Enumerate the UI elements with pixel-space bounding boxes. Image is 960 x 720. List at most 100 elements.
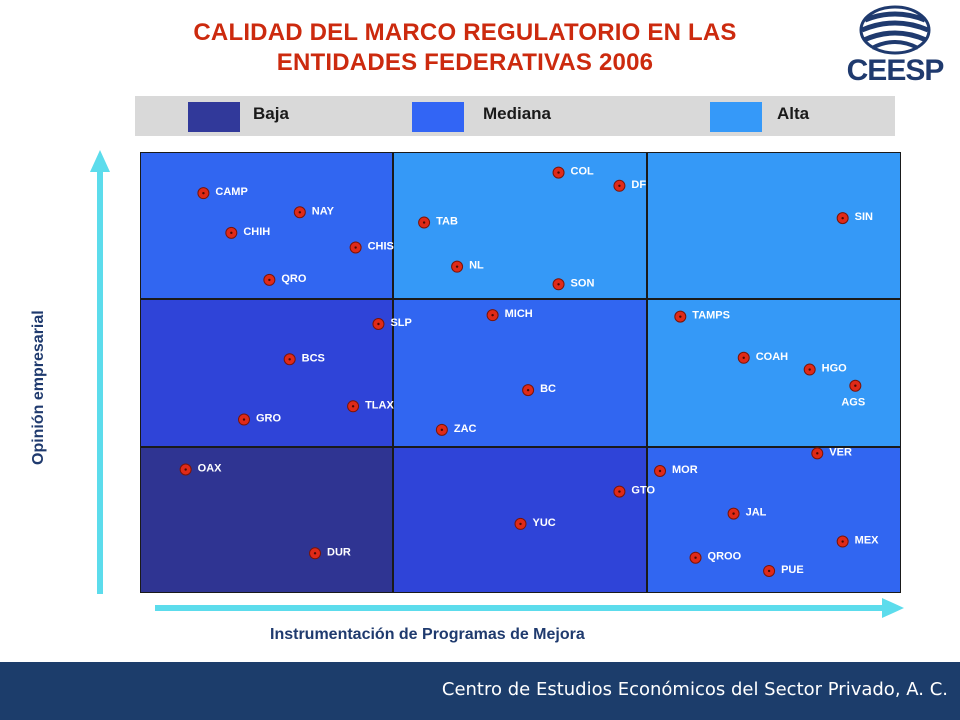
- point-chih: CHIH: [225, 226, 270, 239]
- legend-label-mediana: Mediana: [483, 104, 552, 123]
- point-sin: SIN: [836, 211, 873, 225]
- label-qro: QRO: [281, 273, 307, 285]
- label-zac: ZAC: [454, 423, 477, 435]
- point-oax: OAX: [179, 463, 222, 476]
- ceesp-globe-icon: [859, 5, 931, 55]
- marker-center-son: [557, 283, 560, 286]
- chart-title: CALIDAD DEL MARCO REGULATORIO EN LAS ENT…: [100, 18, 830, 78]
- marker-center-zac: [440, 428, 444, 432]
- label-pue: PUE: [781, 564, 804, 576]
- marker-center-bc: [526, 388, 530, 392]
- point-chis: CHIS: [349, 241, 394, 254]
- grid-cell-top-2: [393, 152, 647, 299]
- marker-center-nl: [455, 265, 459, 268]
- grid-cell-middle-1: [140, 299, 393, 447]
- point-yuc: YUC: [514, 517, 556, 530]
- grid-cell-middle-2: [393, 299, 647, 447]
- point-mich: MICH: [486, 308, 533, 322]
- label-gro: GRO: [256, 413, 282, 425]
- marker-center-ver: [816, 452, 819, 455]
- label-nl: NL: [469, 260, 484, 272]
- grid-cell-middle-3: [647, 299, 901, 447]
- marker-center-chih: [230, 231, 233, 235]
- point-df: DF: [613, 179, 646, 192]
- label-son: SON: [571, 277, 595, 289]
- label-gto: GTO: [631, 485, 655, 497]
- point-zac: ZAC: [435, 423, 477, 436]
- label-mex: MEX: [855, 535, 880, 547]
- marker-center-chis: [354, 246, 357, 249]
- marker-center-df: [618, 184, 621, 188]
- point-jal: JAL: [727, 507, 767, 520]
- label-nay: NAY: [312, 205, 335, 217]
- marker-center-gro: [242, 418, 246, 421]
- marker-center-mex: [841, 540, 844, 543]
- marker-center-coah: [742, 356, 745, 359]
- label-mich: MICH: [505, 308, 533, 320]
- label-ver: VER: [829, 446, 852, 458]
- marker-center-slp: [377, 322, 380, 326]
- label-coah: COAH: [756, 351, 788, 363]
- legend-label-baja: Baja: [253, 104, 289, 123]
- point-dur: DUR: [309, 546, 351, 560]
- label-chis: CHIS: [368, 241, 394, 253]
- marker-center-mor: [658, 469, 662, 473]
- point-nl: NL: [451, 260, 484, 273]
- marker-center-tlax: [351, 405, 355, 408]
- marker-center-ags: [854, 384, 857, 387]
- point-qro: QRO: [263, 273, 307, 286]
- legend-swatch-baja: [188, 102, 240, 132]
- legend-swatch-alta: [710, 102, 762, 132]
- label-yuc: YUC: [533, 517, 556, 529]
- legend-swatch-mediana: [412, 102, 464, 132]
- footer-text: Centro de Estudios Económicos del Sector…: [441, 679, 948, 700]
- label-bc: BC: [540, 383, 556, 395]
- point-camp: CAMP: [197, 186, 248, 200]
- marker-center-jal: [732, 512, 735, 515]
- marker-center-tamps: [679, 315, 682, 318]
- marker-center-mich: [491, 313, 494, 317]
- ceesp-logo: CEESP: [840, 4, 950, 90]
- point-hgo: HGO: [803, 363, 847, 376]
- label-tab: TAB: [436, 216, 458, 228]
- point-mor: MOR: [654, 464, 698, 477]
- marker-center-oax: [184, 468, 187, 471]
- marker-center-nay: [298, 211, 302, 214]
- point-tamps: TAMPS: [674, 310, 730, 323]
- point-ver: VER: [811, 446, 852, 460]
- legend: Baja Mediana Alta: [135, 96, 895, 136]
- label-mor: MOR: [672, 464, 698, 476]
- logo-text: CEESP: [846, 54, 945, 87]
- marker-center-qro: [268, 278, 271, 282]
- label-col: COL: [571, 166, 595, 178]
- point-slp: SLP: [372, 317, 412, 330]
- point-son: SON: [552, 277, 595, 291]
- label-jal: JAL: [746, 507, 767, 519]
- point-mex: MEX: [836, 535, 880, 548]
- marker-center-hgo: [808, 368, 811, 371]
- label-qroo: QROO: [708, 551, 742, 563]
- grid-cell-top-1: [140, 152, 393, 299]
- label-chih: CHIH: [243, 226, 270, 238]
- x-axis-arrow: [155, 598, 904, 618]
- point-pue: PUE: [763, 564, 804, 577]
- label-dur: DUR: [327, 546, 351, 558]
- point-gto: GTO: [613, 485, 656, 498]
- label-ags: AGS: [841, 397, 865, 409]
- point-bcs: BCS: [283, 352, 325, 366]
- point-qroo: QROO: [689, 551, 742, 564]
- label-tamps: TAMPS: [692, 310, 730, 322]
- point-gro: GRO: [238, 413, 282, 426]
- grid-cell-top-3: [647, 152, 901, 299]
- footer-bar: Centro de Estudios Económicos del Sector…: [0, 662, 960, 720]
- point-bc: BC: [522, 383, 556, 397]
- label-camp: CAMP: [215, 186, 247, 198]
- marker-center-dur: [313, 552, 317, 555]
- point-col: COL: [552, 166, 595, 179]
- label-slp: SLP: [390, 317, 411, 329]
- label-sin: SIN: [855, 211, 873, 223]
- label-df: DF: [631, 179, 646, 191]
- marker-center-qroo: [694, 556, 697, 559]
